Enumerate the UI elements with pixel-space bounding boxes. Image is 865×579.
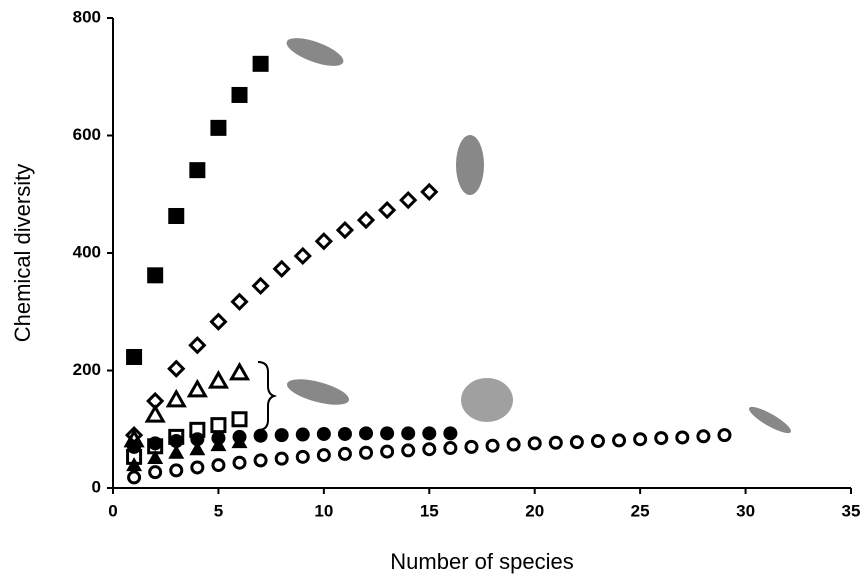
point: [295, 449, 310, 464]
point: [210, 119, 227, 136]
point: [359, 426, 374, 441]
x-tick-label: 0: [108, 501, 117, 520]
point: [168, 444, 185, 459]
point: [274, 428, 289, 443]
point: [167, 359, 186, 378]
point: [147, 267, 164, 284]
x-tick-label: 15: [420, 501, 439, 520]
point: [251, 276, 270, 296]
point: [316, 426, 331, 441]
point: [148, 465, 163, 480]
point: [230, 292, 249, 311]
point: [144, 404, 166, 423]
x-tick-label: 35: [842, 501, 861, 520]
point: [675, 430, 690, 445]
point: [422, 426, 437, 441]
point: [420, 182, 439, 202]
point: [169, 463, 184, 478]
point: [443, 441, 458, 456]
point: [356, 210, 376, 230]
point: [207, 370, 230, 389]
point: [190, 460, 205, 475]
point: [228, 361, 251, 381]
y-tick-label: 800: [73, 7, 101, 26]
point: [654, 431, 669, 446]
point: [126, 348, 143, 365]
point: [253, 453, 268, 468]
point: [169, 434, 184, 448]
insect-icons: [286, 38, 791, 434]
x-tick-label: 25: [631, 501, 650, 520]
y-tick-label: 600: [73, 125, 101, 144]
point: [189, 441, 206, 456]
point: [168, 207, 185, 224]
point: [186, 378, 208, 398]
point: [422, 442, 437, 457]
x-axis-title: Number of species: [390, 549, 573, 574]
point: [380, 426, 395, 441]
point: [127, 439, 142, 454]
point: [335, 220, 355, 240]
point: [464, 439, 479, 454]
point: [148, 436, 163, 451]
point: [399, 191, 418, 210]
x-tick-label: 30: [736, 501, 755, 520]
point: [401, 426, 416, 441]
point: [231, 86, 248, 103]
point: [211, 431, 226, 446]
point: [189, 162, 206, 179]
point: [633, 432, 648, 447]
y-axis-title: Chemical diversity: [10, 164, 35, 343]
point: [274, 451, 289, 466]
point: [359, 445, 374, 460]
point: [443, 426, 458, 441]
point: [165, 388, 187, 408]
point: [127, 470, 142, 485]
point: [272, 259, 291, 278]
point: [506, 437, 521, 452]
point: [377, 200, 397, 220]
point: [126, 457, 143, 472]
x-tick-label: 20: [525, 501, 544, 520]
point: [253, 428, 268, 443]
point: [295, 427, 310, 442]
point: [209, 312, 228, 331]
point: [612, 433, 627, 448]
point: [293, 246, 312, 266]
point: [314, 232, 333, 251]
point: [190, 432, 205, 447]
point: [569, 435, 584, 450]
point: [401, 443, 416, 458]
point: [717, 428, 732, 443]
y-tick-label: 0: [92, 477, 101, 496]
point: [527, 436, 542, 451]
point: [337, 446, 352, 461]
point: [590, 434, 605, 448]
point: [188, 336, 207, 355]
point: [232, 429, 247, 444]
x-tick-label: 5: [214, 501, 223, 520]
point: [548, 435, 563, 450]
point: [485, 438, 500, 453]
point: [316, 448, 331, 463]
point: [232, 455, 247, 470]
brace: [257, 361, 278, 431]
point: [380, 444, 395, 459]
point: [252, 55, 269, 72]
x-tick-label: 10: [314, 501, 333, 520]
point: [210, 417, 227, 434]
point: [147, 450, 164, 465]
y-tick-label: 200: [73, 360, 101, 379]
point: [231, 411, 248, 428]
point: [337, 426, 352, 441]
y-tick-label: 400: [73, 242, 101, 261]
point: [211, 458, 226, 473]
point: [696, 429, 711, 444]
